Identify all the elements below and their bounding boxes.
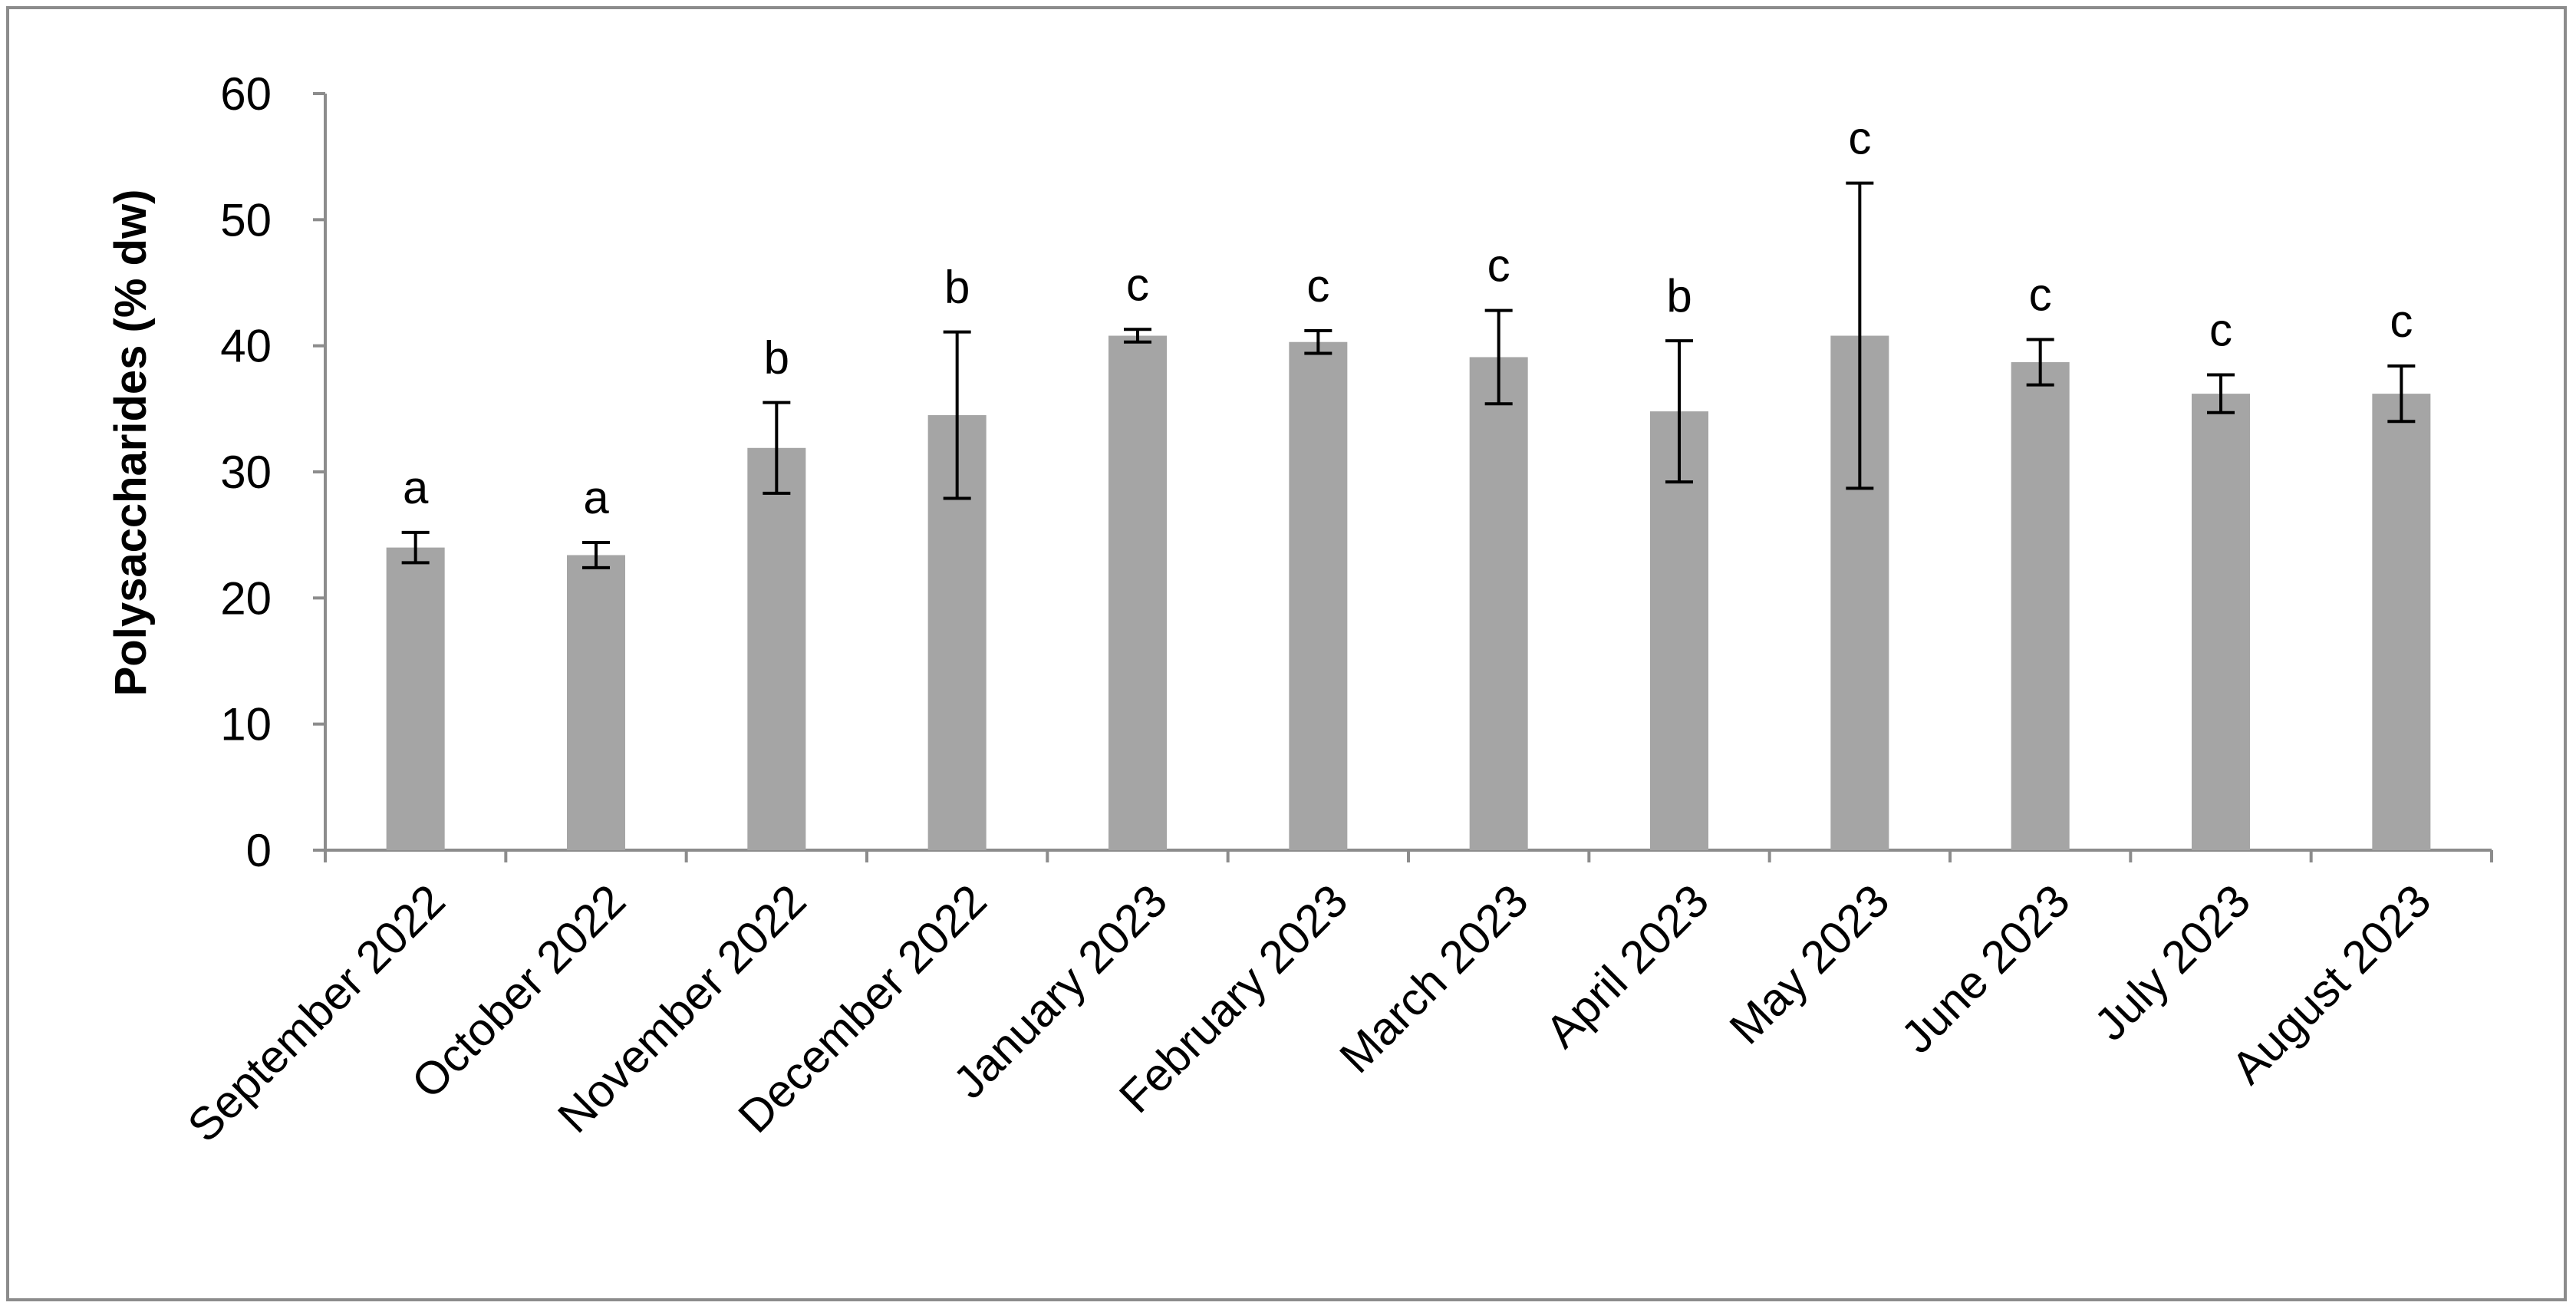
significance-letters: a a b b c c c b c c c c — [403, 113, 2413, 523]
bar — [2192, 394, 2250, 850]
error-bar — [401, 530, 430, 565]
axes — [313, 92, 2493, 862]
bars — [386, 335, 2431, 850]
significance-letter: c — [2209, 304, 2232, 355]
error-bar — [763, 401, 791, 495]
error-bar — [1304, 328, 1332, 355]
error-bar — [943, 330, 971, 500]
bar — [1108, 335, 1167, 850]
chart-frame: a a b b c c c b c c c c September 2022 October 2022 N… — [6, 6, 2567, 1301]
bar — [567, 555, 625, 850]
significance-letter: b — [1666, 270, 1692, 321]
x-tick-label: June 2023 — [1891, 875, 2080, 1063]
x-tick-label: April 2023 — [1536, 875, 1718, 1057]
x-tick-label: July 2023 — [2084, 875, 2260, 1050]
error-bar — [1846, 181, 1874, 490]
bar — [2372, 394, 2431, 850]
significance-letter: a — [583, 472, 609, 523]
y-tick-label: 0 — [246, 825, 272, 876]
error-bar — [1124, 328, 1151, 344]
error-bar — [1665, 339, 1693, 484]
y-tick-labels: 0 10 20 30 40 50 60 — [220, 68, 272, 876]
y-axis-label: Polysaccharides (% dw) — [106, 190, 156, 697]
significance-letter: b — [944, 262, 970, 313]
error-bars — [401, 181, 2416, 569]
bar — [1469, 357, 1528, 850]
significance-letter: b — [764, 332, 789, 384]
y-tick-label: 10 — [220, 699, 272, 750]
significance-letter: c — [1126, 259, 1149, 310]
error-bar — [2387, 364, 2416, 424]
significance-letter: c — [1487, 240, 1510, 292]
y-tick-label: 40 — [220, 321, 272, 372]
significance-letter: c — [2390, 295, 2413, 347]
y-tick-label: 50 — [220, 194, 272, 246]
y-tick-label: 60 — [220, 68, 272, 120]
significance-letter: c — [1306, 260, 1329, 312]
y-tick-label: 30 — [220, 447, 272, 498]
significance-letter: a — [403, 462, 429, 513]
bar — [386, 547, 445, 850]
error-bar — [2026, 338, 2054, 387]
error-bar — [2207, 373, 2235, 414]
bar — [2011, 362, 2070, 850]
bar — [1289, 341, 1348, 850]
x-tick-label: March 2023 — [1329, 875, 1537, 1083]
bar — [1650, 411, 1708, 850]
y-tick-label: 20 — [220, 572, 272, 624]
significance-letter: c — [2029, 269, 2052, 320]
x-tick-label: September 2022 — [178, 875, 455, 1152]
x-tick-label: May 2023 — [1720, 875, 1899, 1054]
significance-letter: c — [1848, 113, 1871, 164]
error-bar — [582, 541, 610, 569]
bar — [747, 447, 806, 850]
error-bar — [1484, 308, 1513, 406]
